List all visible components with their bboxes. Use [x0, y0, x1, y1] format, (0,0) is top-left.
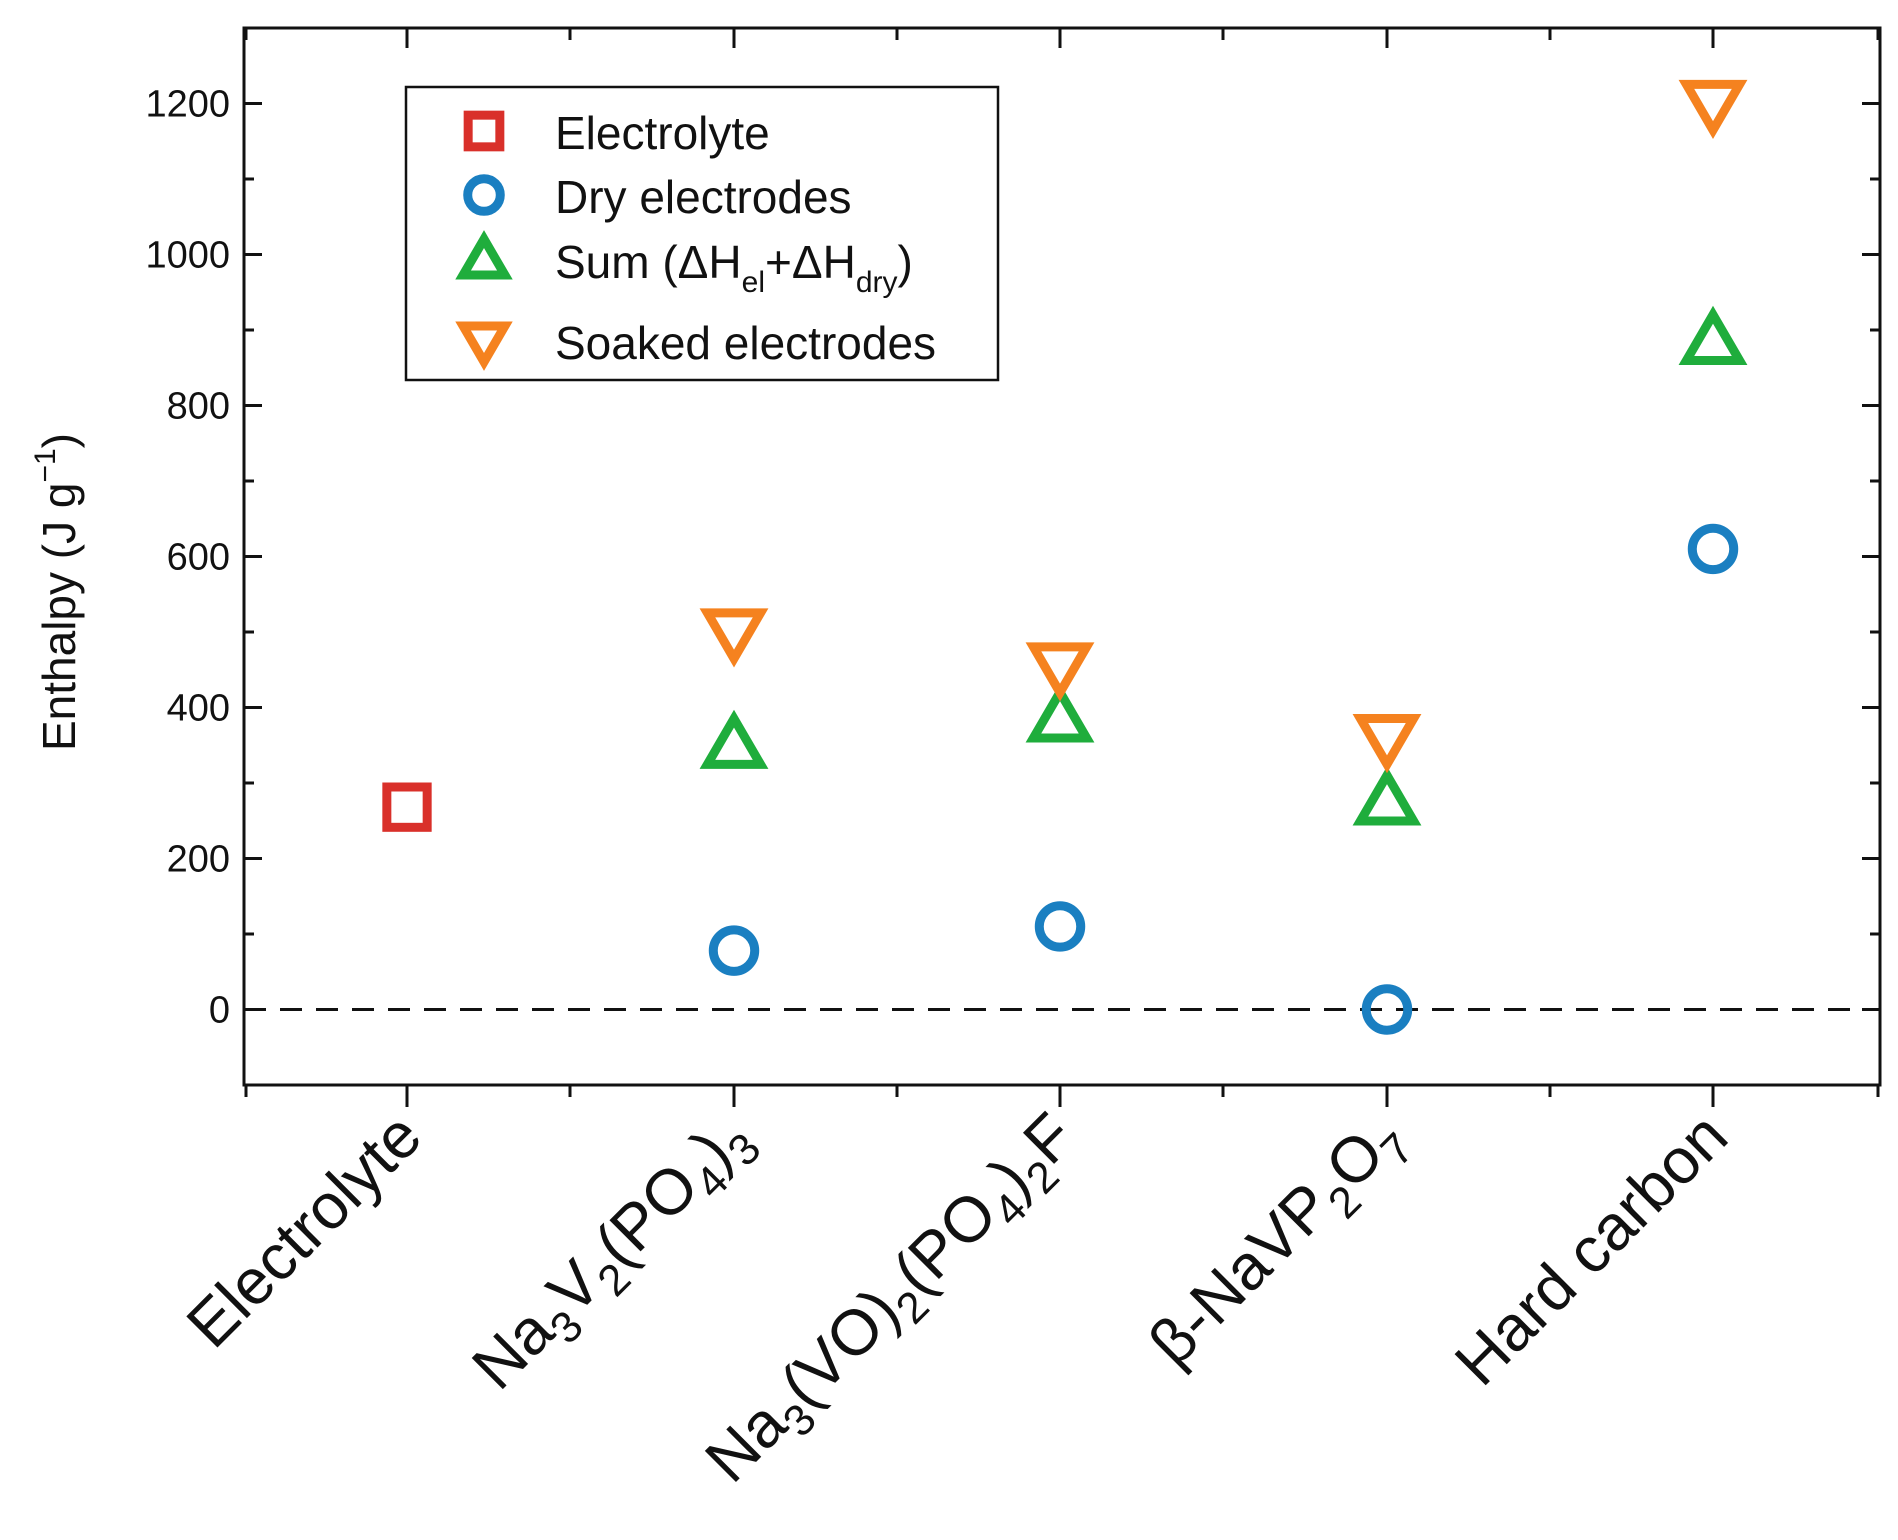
legend: Electrolyte Dry electrodes Sum (ΔHel+ΔHdry… [404, 85, 1000, 382]
y-tick-label: 600 [167, 537, 230, 579]
legend-label: Soaked electrodes [555, 317, 936, 369]
y-tick-label: 200 [167, 839, 230, 881]
data-point-circle [708, 925, 760, 976]
data-point-circle [1361, 984, 1413, 1035]
data-point-triangle-down [699, 608, 769, 668]
data-markers [382, 79, 1748, 1035]
x-category-label-part: β-NaVP [1135, 1169, 1345, 1379]
legend-label-part: dry [856, 266, 898, 299]
legend-label-part: Soaked electrodes [555, 317, 936, 369]
y-tick-label: 1200 [145, 84, 230, 126]
y-tick-label: 400 [167, 688, 230, 730]
data-point-triangle-up [1352, 766, 1422, 826]
y-axis-title-text: Enthalpy (J g [33, 483, 85, 751]
legend-label: Sum (ΔHel+ΔHdry) [555, 236, 913, 299]
data-point-triangle-up [699, 709, 769, 769]
legend-label-part: el [742, 266, 765, 299]
x-category-label-part: Hard carbon [1441, 1099, 1741, 1399]
x-category-label-part: Electrolyte [173, 1099, 435, 1361]
legend-label-part: Sum (ΔH [555, 236, 742, 288]
data-point-circle [1687, 523, 1739, 575]
legend-label: Electrolyte [555, 107, 770, 159]
y-axis-title: Enthalpy (J g−1) [29, 433, 85, 751]
data-point-triangle-down [1025, 642, 1095, 702]
data-point-triangle-down [1678, 79, 1748, 140]
legend-marker-triangle-up [455, 230, 513, 280]
y-axis-title-close: ) [33, 433, 85, 448]
y-tick-label: 800 [167, 386, 230, 428]
x-category-label: Hard carbon [1441, 1099, 1741, 1399]
legend-label-part: ) [898, 236, 913, 288]
data-point-circle [1034, 901, 1086, 952]
x-category-label: Electrolyte [173, 1099, 435, 1361]
y-tick-label: 0 [209, 990, 230, 1032]
data-point-triangle-down [1352, 714, 1422, 774]
data-point-triangle-up [1025, 683, 1095, 743]
data-point-triangle-up [1678, 305, 1748, 365]
legend-marker-triangle-down [455, 321, 513, 371]
y-axis: 0 200 400 600 800 1000 1200 [145, 26, 1880, 1087]
legend-marker-circle [463, 174, 505, 216]
x-category-label: β-NaVP2O7 [1135, 1099, 1424, 1388]
legend-label-part: Electrolyte [555, 107, 770, 159]
legend-label: Dry electrodes [555, 171, 852, 223]
y-tick-label: 1000 [145, 235, 230, 277]
x-category-label: Na3V2(PO4)3 [458, 1099, 770, 1411]
legend-label-part: Dry electrodes [555, 171, 852, 223]
legend-marker-square [463, 110, 505, 152]
data-point-square [382, 782, 432, 832]
legend-label-part: +ΔH [765, 236, 856, 288]
y-axis-title-superscript: −1 [29, 448, 62, 482]
